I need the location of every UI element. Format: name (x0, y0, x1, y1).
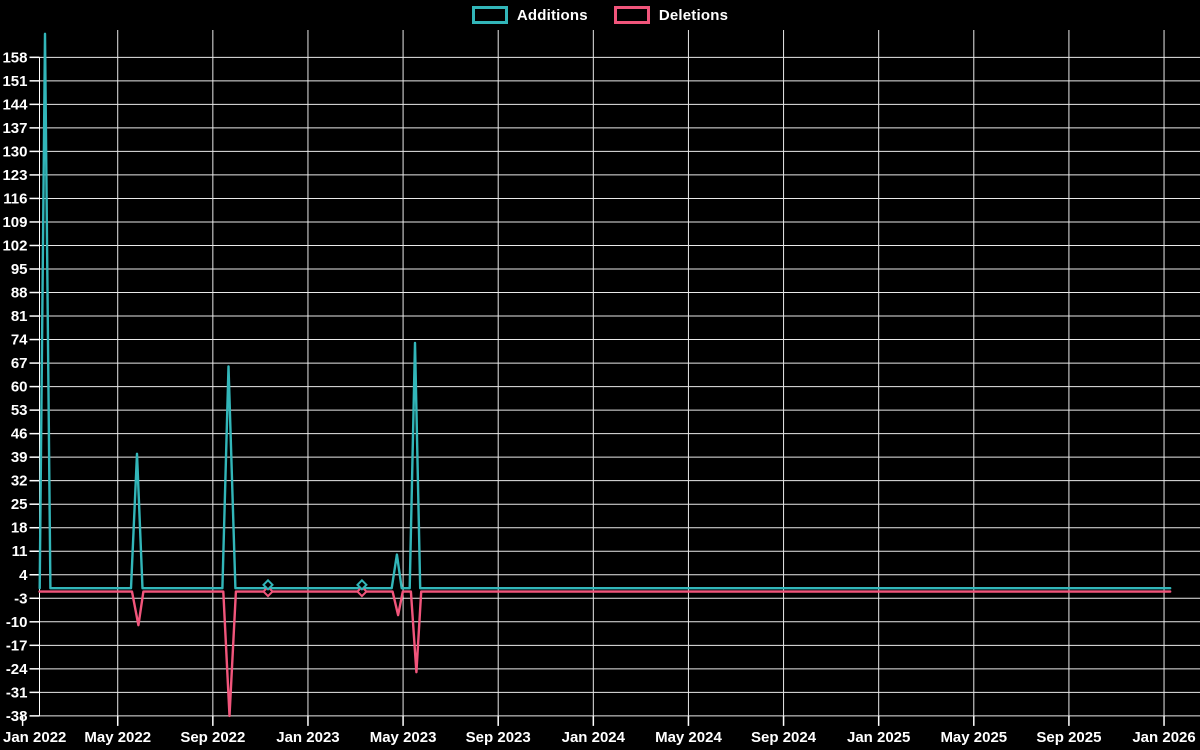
legend-item-deletions[interactable]: Deletions (613, 6, 729, 24)
y-axis-label: 46 (11, 426, 28, 443)
x-axis-label: Jan 2022 (3, 729, 66, 746)
y-axis-label: -10 (6, 614, 28, 631)
y-axis-label: 151 (2, 73, 27, 90)
x-axis-label: Sep 2025 (1036, 729, 1101, 746)
y-axis-label: 158 (2, 49, 27, 66)
x-axis-label: May 2024 (655, 729, 722, 746)
x-axis-label: Jan 2026 (1132, 729, 1195, 746)
legend-label-additions: Additions (516, 6, 588, 24)
y-axis-label: 18 (11, 520, 28, 537)
y-axis-label: 25 (11, 496, 28, 513)
y-axis-label: 4 (19, 567, 28, 584)
deletions-swatch-icon (613, 6, 650, 24)
x-axis-label: May 2022 (84, 729, 151, 746)
y-axis-label: -17 (6, 637, 28, 654)
x-axis-label: Jan 2025 (847, 729, 910, 746)
isolated-point-marker-additions (262, 578, 274, 591)
x-axis-label: Jan 2024 (562, 729, 626, 746)
isolated-point-marker-deletions (262, 585, 274, 598)
y-axis-label: 60 (11, 379, 28, 396)
isolated-point-marker-deletions (356, 585, 368, 598)
y-axis-label: -38 (6, 708, 28, 725)
y-axis-label: 11 (12, 543, 28, 560)
y-axis-label: 67 (11, 355, 28, 372)
y-axis-label: 144 (2, 96, 28, 113)
y-axis-label: -24 (6, 661, 28, 678)
y-axis-label: 130 (2, 143, 27, 160)
y-axis-label: 32 (11, 473, 28, 490)
x-axis-label: Jan 2023 (276, 729, 339, 746)
series-line-deletions (38, 590, 1172, 718)
x-axis-label: May 2025 (940, 729, 1007, 746)
legend-item-additions[interactable]: Additions (471, 6, 588, 24)
y-axis-label: 116 (3, 190, 27, 207)
y-axis-label: -31 (6, 684, 28, 701)
y-axis-label: 137 (2, 120, 27, 137)
chart-legend: Additions Deletions (0, 6, 1200, 24)
legend-label-deletions: Deletions (658, 6, 729, 24)
x-axis-label: May 2023 (370, 729, 437, 746)
additions-swatch-icon (471, 6, 508, 24)
y-axis-label: 88 (11, 285, 28, 302)
y-axis-label: -3 (14, 590, 27, 607)
y-axis-label: 53 (11, 402, 28, 419)
y-axis-label: 102 (2, 237, 27, 254)
x-axis-label: Sep 2024 (751, 729, 817, 746)
y-axis-label: 81 (11, 308, 28, 325)
x-axis-label: Sep 2022 (180, 729, 245, 746)
y-axis-label: 39 (11, 449, 28, 466)
isolated-point-marker-additions (356, 578, 368, 591)
y-axis-label: 123 (2, 167, 27, 184)
series-line-additions (38, 32, 1172, 590)
y-axis-label: 74 (11, 332, 28, 349)
y-axis-label: 109 (2, 214, 27, 231)
y-axis-label: 95 (11, 261, 28, 278)
x-axis-label: Sep 2023 (466, 729, 531, 746)
